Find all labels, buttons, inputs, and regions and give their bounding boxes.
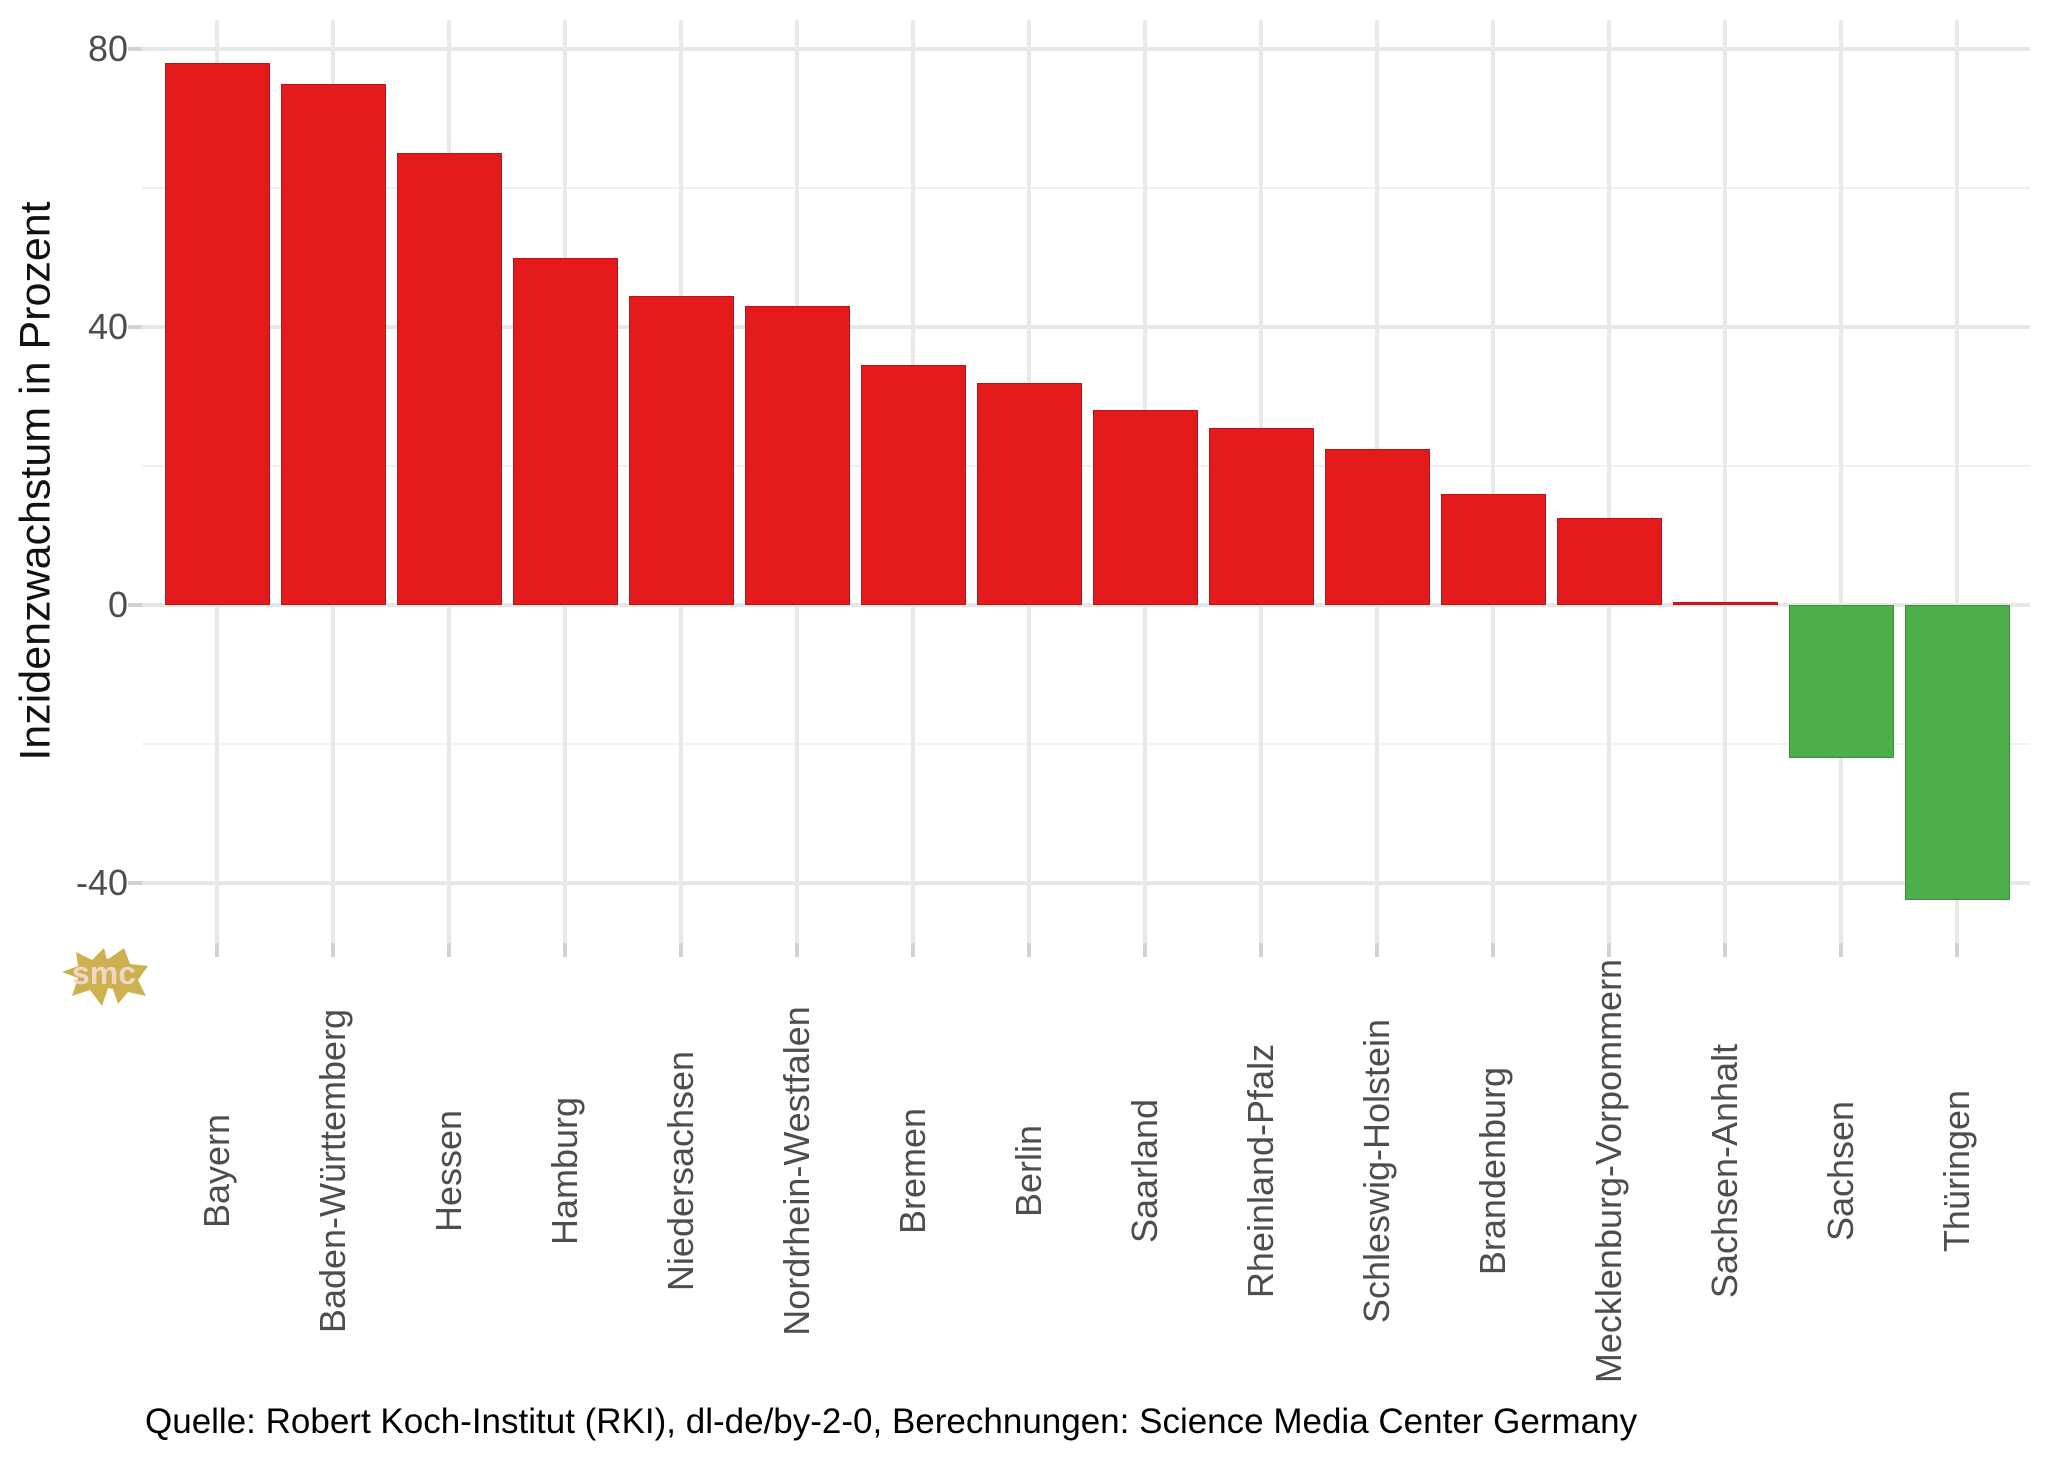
x-label-Thüringen: Thüringen <box>1936 1089 1977 1253</box>
y-tick-label--40: -40 <box>75 862 128 903</box>
gridline-y-minor--20 <box>142 743 2030 745</box>
bar-Mecklenburg-Vorpommern <box>1556 518 1662 605</box>
gridline-x-15 <box>1955 20 1959 943</box>
bar-Saarland <box>1092 410 1198 605</box>
y-tick-label-40: 40 <box>87 306 128 347</box>
x-label-Hamburg: Hamburg <box>544 1096 585 1246</box>
x-label-Brandenburg: Brandenburg <box>1472 1066 1513 1276</box>
gridline-x-12 <box>1607 20 1611 943</box>
x-tick-mark-6 <box>911 943 915 957</box>
bar-Thüringen <box>1904 605 2010 901</box>
bar-Sachsen-Anhalt <box>1672 601 1778 605</box>
y-tick-mark--40 <box>128 881 142 885</box>
x-label-Mecklenburg-Vorpommern: Mecklenburg-Vorpommern <box>1588 958 1629 1384</box>
gridline-y-80 <box>142 47 2030 51</box>
y-tick-label-80: 80 <box>87 28 128 69</box>
bar-Hessen <box>396 153 502 605</box>
x-tick-mark-1 <box>331 943 335 957</box>
bar-Bayern <box>164 62 270 605</box>
y-tick-mark-0 <box>128 603 142 607</box>
x-tick-mark-5 <box>795 943 799 957</box>
y-tick-mark-40 <box>128 325 142 329</box>
bar-Hamburg <box>512 257 618 605</box>
x-label-Sachsen: Sachsen <box>1820 1100 1861 1242</box>
x-label-Hessen: Hessen <box>428 1109 469 1233</box>
x-label-Baden-Württemberg: Baden-Württemberg <box>312 1008 353 1334</box>
gridline-x-14 <box>1839 20 1843 943</box>
smc-watermark-text: smc <box>72 955 136 991</box>
x-label-Sachsen-Anhalt: Sachsen-Anhalt <box>1704 1043 1745 1299</box>
smc-star-shape-right <box>96 948 148 1004</box>
gridline-x-11 <box>1491 20 1495 943</box>
bar-Schleswig-Holstein <box>1324 448 1430 605</box>
x-label-Nordrhein-Westfalen: Nordrhein-Westfalen <box>776 1006 817 1336</box>
x-tick-mark-0 <box>215 943 219 957</box>
x-label-Niedersachsen: Niedersachsen <box>660 1050 701 1292</box>
x-label-Schleswig-Holstein: Schleswig-Holstein <box>1356 1018 1397 1324</box>
gridline-x-13 <box>1723 20 1727 943</box>
gridline-y-minor-20 <box>142 465 2030 467</box>
x-tick-mark-8 <box>1143 943 1147 957</box>
bar-Niedersachsen <box>628 295 734 605</box>
y-tick-label-0: 0 <box>107 584 128 625</box>
y-axis-title-text: Inzidenzwachstum in Prozent <box>11 201 60 761</box>
gridline-y--40 <box>142 881 2030 885</box>
x-label-Rheinland-Pfalz: Rheinland-Pfalz <box>1240 1043 1281 1299</box>
x-label-Saarland: Saarland <box>1124 1098 1165 1244</box>
x-label-Bremen: Bremen <box>892 1107 933 1235</box>
gridline-y-40 <box>142 325 2030 329</box>
bar-Nordrhein-Westfalen <box>744 306 850 605</box>
bar-Brandenburg <box>1440 493 1546 605</box>
smc-star-shape-left <box>62 948 126 1006</box>
bar-Sachsen <box>1788 605 1894 758</box>
gridline-y-0 <box>142 603 2030 607</box>
bar-Baden-Württemberg <box>280 83 386 605</box>
x-tick-mark-12 <box>1607 943 1611 957</box>
x-label-Bayern: Bayern <box>196 1113 237 1229</box>
gridline-y-minor-60 <box>142 187 2030 189</box>
bar-Rheinland-Pfalz <box>1208 427 1314 605</box>
x-tick-mark-2 <box>447 943 451 957</box>
x-tick-mark-3 <box>563 943 567 957</box>
x-tick-mark-13 <box>1723 943 1727 957</box>
x-tick-mark-15 <box>1955 943 1959 957</box>
x-tick-mark-4 <box>679 943 683 957</box>
x-tick-mark-14 <box>1839 943 1843 957</box>
x-tick-mark-11 <box>1491 943 1495 957</box>
x-tick-mark-7 <box>1027 943 1031 957</box>
x-tick-mark-9 <box>1259 943 1263 957</box>
bar-Berlin <box>976 382 1082 605</box>
x-tick-mark-10 <box>1375 943 1379 957</box>
y-tick-mark-80 <box>128 47 142 51</box>
smc-watermark-logo: smc <box>62 948 148 1006</box>
source-note: Quelle: Robert Koch-Institut (RKI), dl-d… <box>145 1402 1638 1441</box>
bar-Bremen <box>860 365 966 605</box>
x-label-Berlin: Berlin <box>1008 1124 1049 1218</box>
